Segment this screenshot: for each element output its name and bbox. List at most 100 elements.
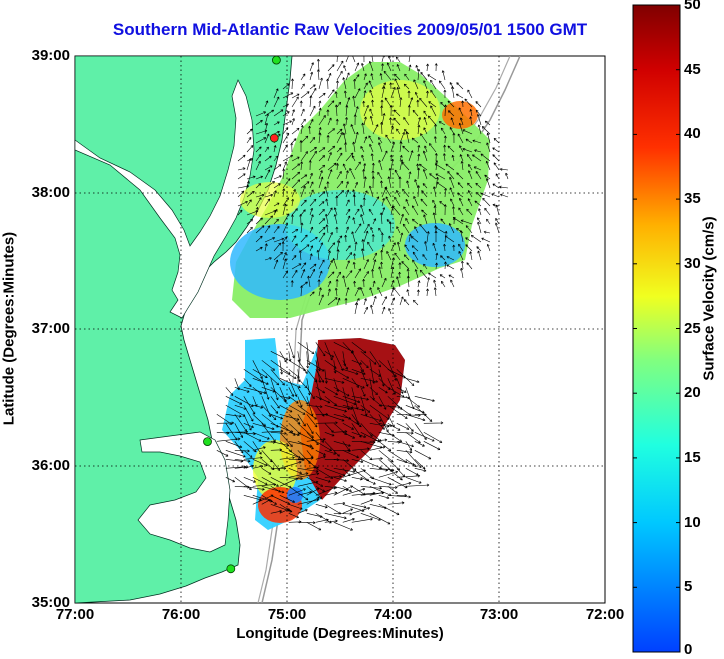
- velocity-arrow: [344, 142, 348, 153]
- velocity-arrow: [443, 135, 447, 144]
- velocity-arrow: [444, 187, 448, 198]
- velocity-arrow: [475, 109, 482, 117]
- velocity-arrow: [370, 226, 374, 234]
- velocity-arrow: [336, 101, 342, 108]
- velocity-arrow: [264, 225, 271, 234]
- velocity-arrow: [300, 125, 304, 135]
- velocity-arrow: [273, 96, 280, 108]
- velocity-arrow: [443, 144, 447, 153]
- velocity-arrow: [381, 277, 387, 288]
- velocity-arrow: [405, 459, 417, 468]
- velocity-arrow: [428, 101, 437, 108]
- station-marker: [203, 437, 212, 447]
- velocity-arrow: [439, 201, 446, 207]
- velocity-arrow: [281, 241, 285, 252]
- velocity-arrow: [434, 163, 446, 171]
- velocity-arrow: [406, 180, 410, 189]
- velocity-arrow: [270, 486, 281, 493]
- velocity-arrow: [261, 495, 277, 505]
- velocity-arrow: [342, 504, 365, 512]
- velocity-arrow: [486, 218, 491, 225]
- velocity-arrow: [282, 168, 286, 180]
- velocity-arrow: [291, 109, 295, 117]
- velocity-arrow: [345, 189, 350, 198]
- velocity-arrow: [270, 459, 281, 471]
- velocity-arrow: [423, 127, 428, 135]
- velocity-arrow: [327, 242, 336, 252]
- velocity-arrow: [369, 396, 382, 407]
- velocity-arrow: [291, 255, 297, 261]
- velocity-arrow: [381, 150, 388, 162]
- velocity-arrow: [255, 246, 263, 252]
- velocity-arrow: [243, 423, 254, 428]
- velocity-arrow: [333, 207, 338, 216]
- velocity-arrow: [309, 95, 313, 108]
- velocity-arrow: [351, 351, 364, 373]
- velocity-arrow: [315, 513, 332, 524]
- velocity-arrow: [315, 450, 326, 456]
- velocity-arrow: [252, 446, 266, 451]
- velocity-arrow: [333, 441, 351, 447]
- velocity-arrow: [318, 232, 326, 243]
- velocity-arrow: [432, 199, 437, 207]
- velocity-arrow: [342, 132, 347, 144]
- velocity-arrow: [380, 249, 384, 261]
- velocity-arrow: [363, 259, 369, 270]
- velocity-arrow: [378, 159, 383, 171]
- chart-title: Southern Mid-Atlantic Raw Velocities 200…: [112, 20, 588, 39]
- velocity-arrow: [246, 158, 252, 171]
- velocity-arrow: [333, 360, 337, 374]
- velocity-arrow: [394, 196, 401, 207]
- velocity-arrow: [423, 214, 428, 225]
- velocity-arrow: [344, 297, 348, 306]
- velocity-arrow: [354, 88, 361, 99]
- velocity-arrow: [422, 183, 428, 189]
- velocity-arrow: [381, 82, 386, 90]
- velocity-arrow: [452, 217, 464, 225]
- velocity-arrow: [315, 477, 331, 483]
- velocity-arrow: [279, 414, 300, 421]
- velocity-arrow: [334, 104, 338, 117]
- velocity-arrow: [363, 223, 370, 234]
- velocity-arrow: [433, 136, 437, 144]
- velocity-arrow: [362, 169, 366, 180]
- velocity-arrow: [388, 221, 392, 234]
- velocity-arrow: [324, 519, 338, 523]
- velocity-arrow: [414, 91, 419, 99]
- velocity-arrow: [493, 138, 500, 144]
- velocity-arrow: [290, 280, 294, 288]
- velocity-arrow: [297, 441, 314, 450]
- velocity-arrow: [385, 134, 392, 144]
- velocity-arrow: [324, 423, 334, 433]
- velocity-arrow: [369, 287, 374, 297]
- velocity-arrow: [273, 88, 279, 99]
- velocity-arrow: [433, 279, 437, 288]
- velocity-arrow: [327, 280, 332, 288]
- velocity-arrow: [492, 154, 500, 162]
- velocity-arrow: [383, 70, 392, 81]
- velocity-arrow: [443, 89, 447, 99]
- velocity-arrow: [458, 122, 464, 135]
- velocity-arrow: [459, 117, 464, 126]
- velocity-arrow: [388, 167, 392, 180]
- velocity-arrow: [318, 287, 322, 297]
- x-tick-label: 73:00: [479, 606, 519, 623]
- colorbar-tick-label: 40: [684, 125, 701, 143]
- velocity-arrow: [493, 162, 500, 171]
- velocity-arrow: [255, 111, 267, 117]
- velocity-arrow: [474, 200, 482, 207]
- velocity-arrow: [237, 173, 246, 180]
- velocity-arrow: [342, 518, 355, 523]
- velocity-arrow: [264, 193, 274, 198]
- velocity-arrow: [472, 154, 482, 162]
- velocity-arrow: [472, 139, 482, 144]
- velocity-arrow: [492, 203, 500, 207]
- velocity-arrow: [434, 123, 438, 135]
- velocity-arrow: [306, 360, 325, 372]
- velocity-arrow: [484, 174, 491, 180]
- velocity-arrow: [325, 198, 329, 207]
- velocity-arrow: [288, 504, 303, 510]
- velocity-arrow: [327, 64, 335, 72]
- velocity-arrow: [398, 262, 402, 270]
- velocity-arrow: [405, 441, 413, 451]
